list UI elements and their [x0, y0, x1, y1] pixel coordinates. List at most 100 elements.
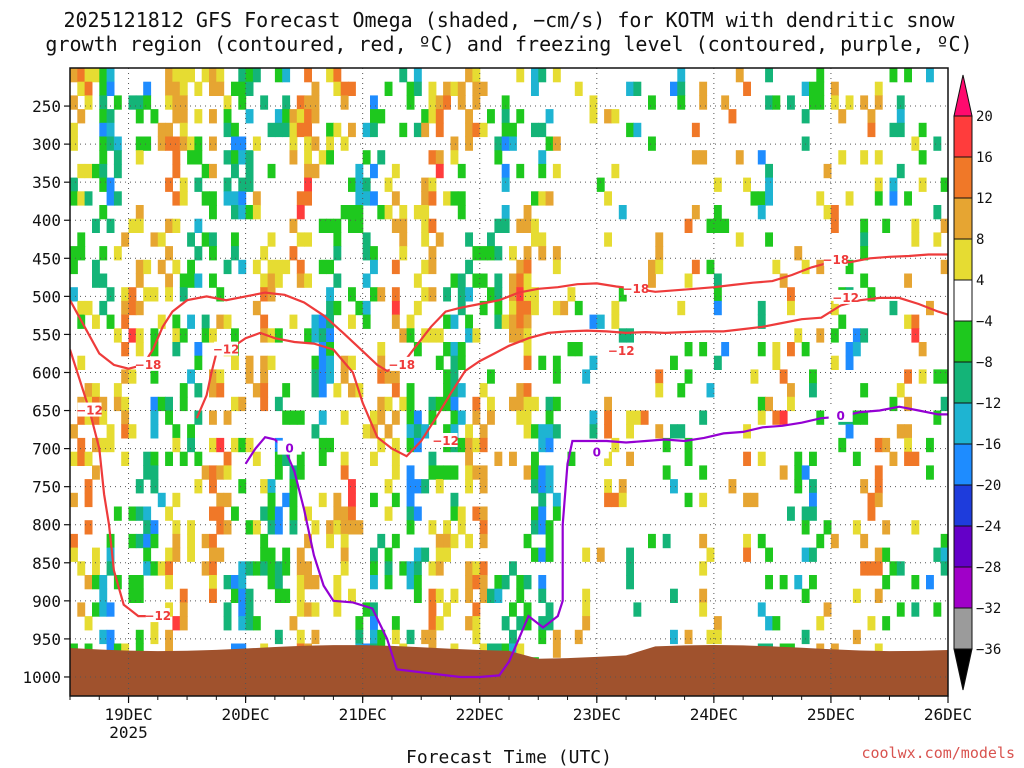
omega-cell — [435, 465, 444, 480]
omega-cell — [304, 575, 312, 590]
omega-cell — [77, 451, 86, 466]
omega-cell — [106, 122, 115, 138]
omega-cell — [223, 314, 232, 329]
omega-cell — [172, 520, 181, 535]
omega-cell — [670, 355, 678, 370]
omega-cell — [684, 218, 693, 233]
omega-cell — [801, 520, 810, 535]
omega-cell — [450, 136, 459, 151]
omega-cell — [143, 533, 152, 549]
contours: −18 −18 −18 −18 −12 −12 −12 −12 −12 −12 0 0 0 — [70, 251, 948, 679]
omega-cell — [523, 273, 532, 288]
omega-cell — [940, 218, 948, 233]
omega-cell — [70, 547, 78, 562]
omega-cell — [494, 287, 503, 302]
omega-cell — [216, 520, 225, 535]
omega-cell — [472, 465, 481, 480]
omega-cell — [223, 451, 232, 466]
omega-cell — [428, 81, 437, 96]
omega-cell — [713, 287, 722, 302]
omega-cell — [589, 314, 598, 329]
omega-cell — [509, 451, 517, 466]
omega-cell — [677, 300, 686, 316]
omega-cell — [135, 328, 144, 343]
omega-cell — [713, 273, 722, 288]
omega-cell — [765, 68, 773, 83]
omega-cell — [523, 616, 532, 631]
omega-cell — [926, 465, 934, 480]
omega-cell — [838, 150, 847, 165]
omega-cell — [450, 81, 459, 96]
omega-cell — [772, 355, 781, 370]
omega-cell — [787, 95, 795, 110]
omega-cell — [728, 109, 737, 124]
omega-cell — [472, 81, 481, 96]
omega-cell — [435, 396, 444, 412]
omega-cell — [472, 575, 481, 590]
colorbar-label: −24 — [976, 519, 1001, 535]
omega-cell — [567, 342, 576, 357]
omega-cell — [538, 547, 547, 562]
omega-cell — [684, 492, 693, 508]
omega-cell — [904, 437, 912, 453]
omega-cell — [318, 328, 327, 343]
omega-cell — [135, 575, 144, 590]
omega-cell — [457, 355, 466, 370]
omega-cell — [523, 246, 532, 261]
omega-cell — [267, 259, 276, 275]
omega-cell — [370, 259, 378, 275]
omega-cell — [326, 328, 334, 343]
omega-cell — [274, 259, 283, 275]
freezing-level-contour-label-bg — [584, 444, 609, 459]
omega-cell — [370, 246, 378, 261]
omega-cell — [121, 342, 130, 357]
omega-cell — [348, 506, 356, 521]
omega-cell — [443, 602, 451, 617]
omega-cell — [106, 314, 115, 329]
omega-cell — [531, 506, 539, 521]
omega-cell — [282, 451, 291, 466]
omega-cell — [662, 465, 671, 480]
omega-cell — [355, 163, 364, 179]
omega-cell — [509, 246, 517, 261]
omega-cell — [830, 205, 839, 220]
omega-cell — [435, 122, 444, 138]
omega-cell — [318, 355, 327, 370]
omega-cell — [465, 122, 473, 138]
omega-cell — [494, 300, 503, 316]
omega-cell — [113, 163, 122, 179]
omega-cell — [362, 300, 371, 316]
credit-link[interactable]: coolwx.com/models — [861, 744, 1015, 762]
omega-cell — [830, 328, 839, 343]
omega-cell — [531, 122, 539, 138]
omega-cell — [443, 465, 451, 480]
omega-cell — [223, 259, 232, 275]
omega-cell — [179, 81, 188, 96]
omega-cell — [479, 506, 488, 521]
omega-cell — [545, 396, 554, 412]
omega-cell — [428, 287, 437, 302]
omega-cell — [860, 410, 869, 425]
omega-cell — [443, 520, 451, 535]
omega-cell — [245, 520, 254, 535]
omega-cell — [465, 465, 473, 480]
omega-cell — [589, 410, 598, 425]
omega-cell — [457, 410, 466, 425]
omega-cell — [289, 410, 298, 425]
omega-cell — [443, 396, 451, 412]
omega-cell — [926, 575, 934, 590]
omega-cell — [99, 588, 108, 603]
omega-cell — [538, 506, 547, 521]
omega-cell — [435, 163, 444, 179]
omega-cell — [538, 424, 547, 439]
omega-cell — [92, 575, 100, 590]
omega-cell — [860, 95, 869, 110]
omega-cell — [428, 150, 437, 165]
omega-cell — [333, 383, 342, 398]
omega-cell — [289, 616, 298, 631]
omega-cell — [260, 383, 269, 398]
omega-cell — [179, 451, 188, 466]
omega-cell — [165, 246, 173, 261]
omega-cell — [472, 561, 481, 576]
omega-cell — [238, 396, 247, 412]
